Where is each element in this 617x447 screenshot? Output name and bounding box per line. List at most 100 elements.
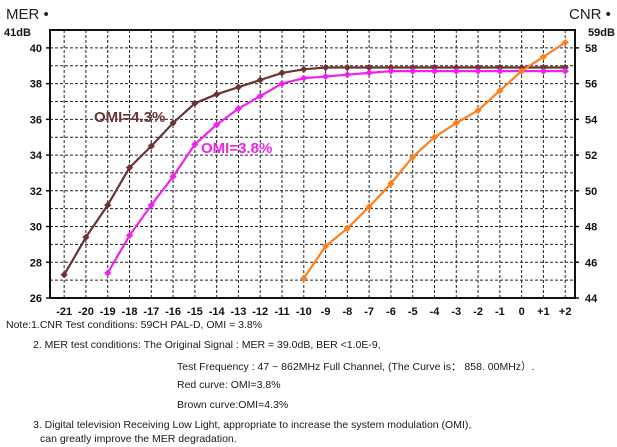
series-line-0 xyxy=(63,66,566,276)
x-tick-label: -13 xyxy=(230,306,246,318)
x-tick-label: -21 xyxy=(56,306,72,318)
left-tick-label: 30 xyxy=(30,222,42,234)
plot-frame xyxy=(49,29,576,299)
x-tick-label: -4 xyxy=(430,306,441,318)
data-point xyxy=(82,233,90,241)
right-tick-label: 52 xyxy=(585,150,597,162)
data-point xyxy=(539,53,548,61)
data-point xyxy=(191,140,199,148)
left-tick-label: 34 xyxy=(30,150,43,162)
data-point xyxy=(539,67,548,75)
right-tick-label: 46 xyxy=(585,257,597,269)
data-point xyxy=(365,203,373,211)
x-tick-label: -10 xyxy=(296,306,312,318)
data-point xyxy=(496,67,504,75)
data-point xyxy=(387,67,395,75)
data-point xyxy=(430,67,439,75)
data-point xyxy=(561,67,569,75)
data-point xyxy=(496,87,504,95)
data-point xyxy=(343,71,351,79)
data-point xyxy=(213,121,221,129)
x-tick-label: -14 xyxy=(209,306,226,318)
x-tick-label: -9 xyxy=(321,306,331,318)
x-tick-label: -3 xyxy=(451,306,461,318)
data-point xyxy=(365,69,373,77)
data-point xyxy=(278,80,286,88)
x-tick-label: -5 xyxy=(408,306,418,318)
note-line-7: can greatly improve the MER degradation. xyxy=(40,433,237,445)
right-tick-label: 56 xyxy=(585,79,597,91)
note-line-5: Brown curve:OMI=4.3% xyxy=(177,399,289,411)
data-point xyxy=(147,201,155,209)
right-tick-label: 54 xyxy=(585,114,598,126)
data-point xyxy=(561,38,569,47)
x-tick-label: -1 xyxy=(495,306,505,318)
data-point xyxy=(191,99,199,107)
data-point xyxy=(387,180,395,188)
data-point xyxy=(60,271,68,279)
data-point xyxy=(321,72,330,81)
data-point xyxy=(452,67,460,75)
data-point xyxy=(256,76,264,84)
data-point xyxy=(321,242,330,250)
data-point xyxy=(234,105,243,113)
data-point xyxy=(169,119,177,127)
data-point xyxy=(518,67,526,75)
note-line-1: Note:1.CNR Test conditions: 59CH PAL-D, … xyxy=(6,319,263,331)
data-point xyxy=(300,274,308,282)
x-tick-label: -18 xyxy=(122,306,138,318)
left-axis-title: MER • xyxy=(6,6,49,23)
data-point xyxy=(147,142,155,150)
left-tick-label: 26 xyxy=(30,293,42,305)
annotation-omi-4-3: OMI=4.3% xyxy=(94,109,165,126)
x-tick-label: -20 xyxy=(78,306,94,318)
data-point xyxy=(104,269,112,277)
x-tick-label: -15 xyxy=(187,306,203,318)
data-point xyxy=(343,224,351,232)
x-tick-label: +2 xyxy=(559,306,572,318)
note-line-6: 3. Digital television Receiving Low Ligh… xyxy=(33,419,472,431)
data-point xyxy=(365,63,373,72)
left-tick-label: 32 xyxy=(30,186,42,198)
x-tick-label: -6 xyxy=(386,306,396,318)
right-axis-title: CNR • xyxy=(569,6,611,23)
left-axis-unit: 41dB xyxy=(4,27,31,39)
x-tick-label: -2 xyxy=(473,306,483,318)
data-point xyxy=(125,163,134,172)
x-tick-label: -17 xyxy=(143,306,159,318)
data-point xyxy=(169,172,177,181)
data-point xyxy=(256,92,264,100)
x-tick-label: -19 xyxy=(100,306,116,318)
left-tick-label: 38 xyxy=(30,79,42,91)
data-point xyxy=(278,69,286,77)
annotation-omi-3-8: OMI=3.8% xyxy=(201,140,272,157)
x-tick-label: 0 xyxy=(519,306,525,318)
data-point xyxy=(474,67,482,75)
data-point xyxy=(300,65,308,73)
grid xyxy=(50,30,575,298)
data-point xyxy=(125,231,134,240)
data-point xyxy=(321,63,330,72)
x-tick-label: -11 xyxy=(274,306,289,318)
data-point xyxy=(409,153,417,161)
data-point xyxy=(213,90,221,98)
right-tick-label: 44 xyxy=(585,293,598,305)
data-point xyxy=(104,201,112,209)
data-point xyxy=(430,133,439,141)
data-point xyxy=(409,67,417,75)
data-point xyxy=(343,63,351,72)
left-tick-label: 28 xyxy=(30,257,42,269)
x-tick-label: +1 xyxy=(537,306,550,318)
note-line-4: Red curve: OMI=3.8% xyxy=(177,379,281,391)
left-tick-label: 40 xyxy=(30,43,42,55)
right-tick-label: 58 xyxy=(585,43,597,55)
data-point xyxy=(452,119,460,127)
x-tick-label: -8 xyxy=(342,306,352,318)
x-tick-label: -16 xyxy=(165,306,181,318)
data-point xyxy=(474,106,482,114)
x-tick-label: -12 xyxy=(252,306,268,318)
data-point xyxy=(300,74,308,82)
note-line-2: 2. MER test conditions: The Original Sig… xyxy=(33,339,381,351)
